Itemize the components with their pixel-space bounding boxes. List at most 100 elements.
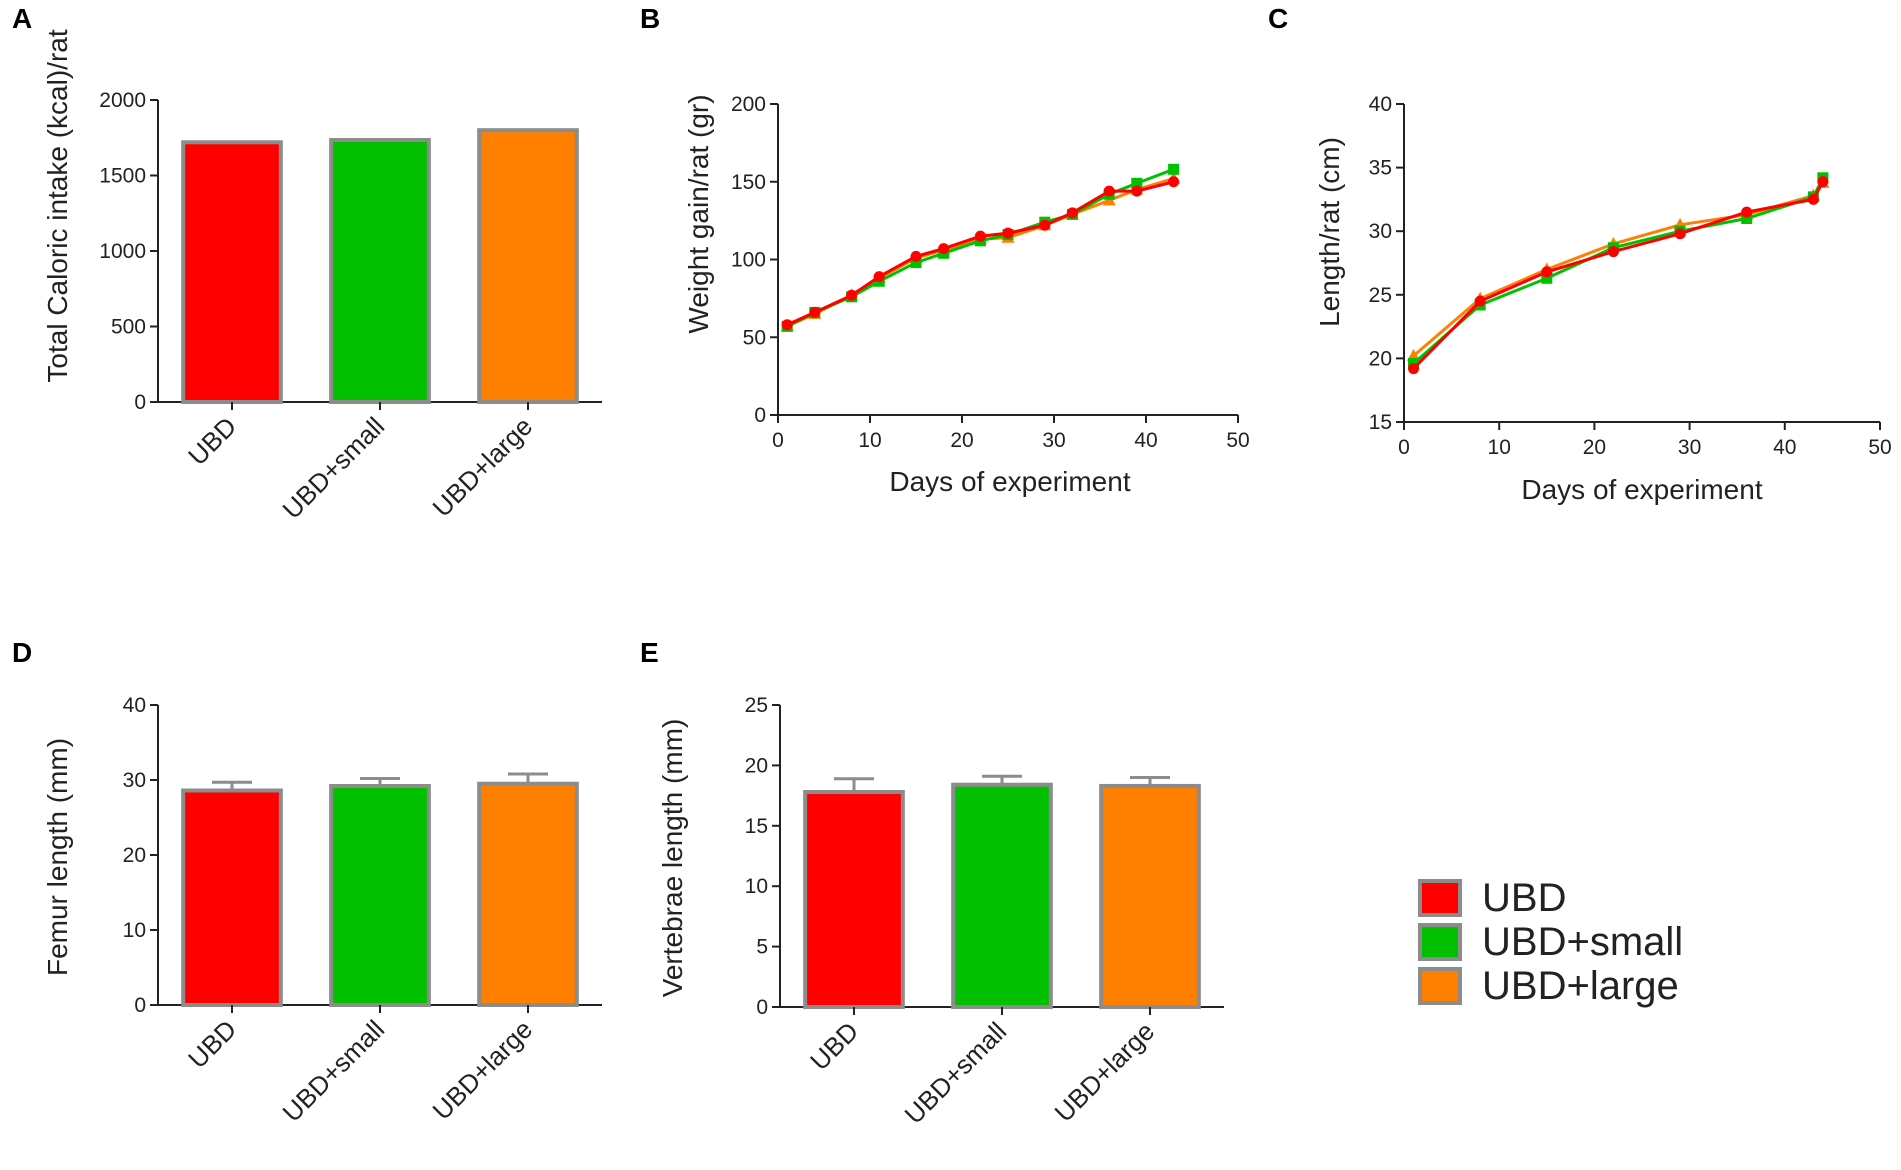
x-tick-label-ubd-large: UBD+large (1049, 1016, 1161, 1128)
y-tick-label: 15 (1369, 411, 1392, 434)
point-ubd (1607, 246, 1619, 258)
point-ubd (974, 230, 986, 242)
x-tick-label-ubd-large: UBD+large (427, 1014, 539, 1126)
panel-label-e: E (640, 637, 659, 668)
y-tick-label: 10 (123, 919, 146, 942)
y-tick-label: 1000 (99, 240, 146, 263)
x-tick-label-ubd: UBD (182, 1014, 242, 1074)
legend-label-ubd-small: UBD+small (1482, 920, 1683, 964)
y-axis-title-a: Total Caloric intake (kcal)/rat (42, 29, 73, 382)
y-tick-label: 40 (1369, 93, 1392, 116)
panel-d: D Femur length (mm) 0 10 20 30 40 UBD UBD+smal… (12, 637, 602, 1128)
x-tick-label: 50 (1226, 429, 1249, 452)
y-tick-label: 100 (731, 249, 766, 272)
point-ubd (1674, 228, 1686, 240)
x-tick-label: 20 (1583, 436, 1606, 459)
series-line-ubd (1412, 180, 1825, 370)
y-tick-label: 20 (123, 844, 146, 867)
x-tick-label: 0 (1398, 436, 1410, 459)
x-tick-label: 30 (1678, 436, 1701, 459)
point-ubd (1741, 206, 1753, 218)
x-tick-label-ubd-small: UBD+small (899, 1016, 1013, 1130)
y-tick-label: 1500 (99, 165, 146, 188)
y-tick-label: 2000 (99, 89, 146, 112)
point-ubd-large (1407, 348, 1421, 361)
point-ubd-small (1168, 163, 1180, 175)
bar-ubd-large (1099, 783, 1201, 1009)
y-tick-label: 25 (1369, 284, 1392, 307)
y-tick-label: 20 (1369, 347, 1392, 370)
point-ubd (1103, 185, 1115, 197)
x-tick-label: 40 (1773, 436, 1796, 459)
y-tick-label: 30 (1369, 220, 1392, 243)
y-tick-label: 20 (745, 754, 768, 777)
point-ubd (1817, 176, 1829, 188)
point-ubd (1541, 266, 1553, 278)
bar-ubd (181, 788, 283, 1007)
point-ubd (1408, 363, 1420, 375)
panel-label-d: D (12, 637, 32, 668)
point-ubd (938, 243, 950, 255)
panel-label-c: C (1268, 3, 1288, 34)
bar-ubd (181, 140, 283, 404)
y-tick-label: 15 (745, 815, 768, 838)
plot-area-b: 0 50 100 150 200 0 10 20 30 40 50 (731, 93, 1250, 452)
x-axis-title-c: Days of experiment (1521, 474, 1762, 505)
y-tick-label: 0 (134, 391, 146, 414)
point-ubd (809, 306, 821, 318)
y-tick-label: 35 (1369, 157, 1392, 180)
point-ubd (1066, 207, 1078, 219)
y-axis-title-e: Vertebrae length (mm) (657, 719, 688, 998)
point-ubd (1168, 176, 1180, 188)
x-tick-label: 10 (1488, 436, 1511, 459)
y-tick-label: 5 (756, 936, 768, 959)
point-ubd (1474, 295, 1486, 307)
plot-area-e: 0 5 10 15 20 25 UBD UBD+small UBD+large (745, 694, 1224, 1130)
point-ubd (1807, 193, 1819, 205)
point-ubd (873, 271, 885, 283)
y-axis-title-c: Length/rat (cm) (1314, 137, 1345, 327)
legend-label-ubd: UBD (1482, 876, 1566, 920)
bar-ubd-large (477, 128, 579, 404)
panel-label-a: A (12, 3, 32, 34)
y-tick-label: 0 (756, 996, 768, 1019)
y-tick-label: 0 (754, 404, 766, 427)
panel-e: E Vertebrae length (mm) 0 5 10 15 20 25 UBD UBD… (640, 637, 1224, 1130)
y-tick-label: 500 (111, 316, 146, 339)
legend: UBD UBD+small UBD+large (1418, 876, 1683, 1008)
point-ubd (1002, 227, 1014, 239)
y-tick-label: 50 (743, 326, 766, 349)
plot-area-c: 15 20 25 30 35 40 0 10 20 30 40 50 (1369, 93, 1892, 459)
point-ubd (1039, 219, 1051, 231)
x-tick-label-ubd-large: UBD+large (427, 411, 539, 523)
y-axis-title-d: Femur length (mm) (42, 738, 73, 976)
series-line-ubd-large (786, 177, 1175, 328)
y-axis-title-b: Weight gain/rat (gr) (683, 94, 714, 333)
point-ubd-small (1541, 272, 1553, 284)
plot-area-d: 0 10 20 30 40 UBD UBD+small UBD+large (123, 694, 602, 1128)
x-tick-label: 30 (1042, 429, 1065, 452)
legend-swatch-ubd (1418, 879, 1462, 917)
point-ubd-small (1131, 177, 1143, 189)
point-ubd (781, 319, 793, 331)
y-tick-label: 200 (731, 93, 766, 116)
series-line-ubd-small (1412, 177, 1825, 365)
series-line-ubd-large (1412, 182, 1825, 358)
panel-a: A Total Caloric intake (kcal)/rat 0 500 10… (12, 3, 602, 525)
legend-swatch-ubd-small (1418, 923, 1462, 961)
panel-label-b: B (640, 3, 660, 34)
x-tick-label: 10 (858, 429, 881, 452)
y-tick-label: 10 (745, 875, 768, 898)
x-tick-label: 20 (950, 429, 973, 452)
bar-ubd-small (329, 784, 431, 1007)
point-ubd-small (910, 257, 922, 269)
bar-ubd (803, 789, 905, 1010)
y-tick-label: 0 (134, 994, 146, 1017)
x-tick-label-ubd: UBD (804, 1016, 864, 1076)
point-ubd (1131, 185, 1143, 197)
y-tick-label: 25 (745, 694, 768, 717)
x-tick-label: 50 (1868, 436, 1891, 459)
bar-ubd-small (329, 138, 431, 404)
